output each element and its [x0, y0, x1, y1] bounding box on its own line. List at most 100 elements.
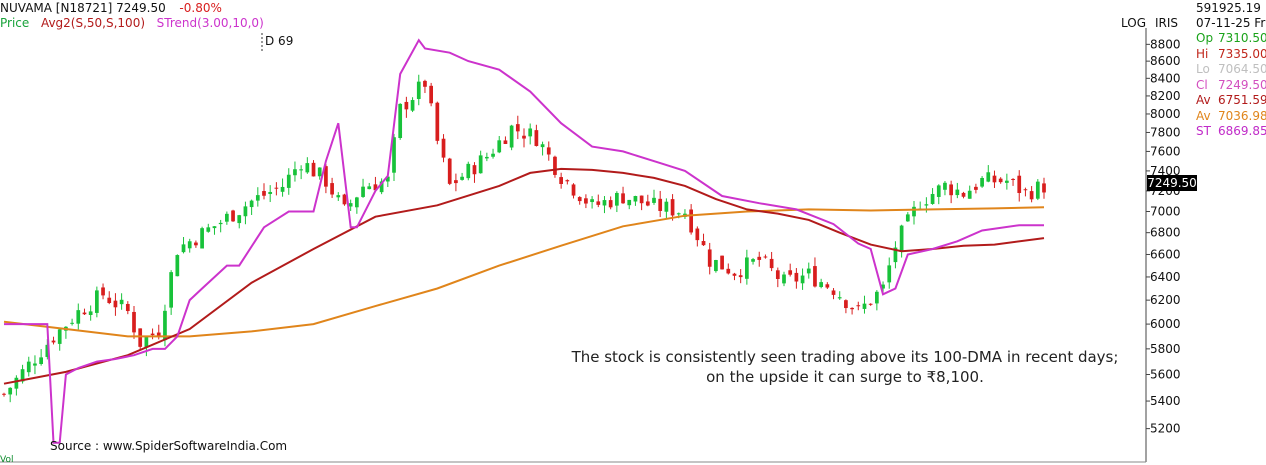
- candle-body: [905, 214, 910, 222]
- chart-annotation: The stock is consistently seen trading a…: [560, 347, 1130, 387]
- candle-body: [974, 186, 978, 190]
- iris-toggle[interactable]: IRIS: [1155, 16, 1179, 30]
- candle-body: [404, 101, 409, 110]
- candle-body: [107, 297, 112, 303]
- y-tick-label: 5600: [1150, 367, 1181, 381]
- candle-body: [237, 215, 242, 224]
- candle-body: [1035, 181, 1040, 199]
- source-credit: Source : www.SpiderSoftwareIndia.Com: [50, 439, 288, 453]
- candle-body: [763, 256, 768, 258]
- info-row-value: 7036.98: [1218, 108, 1266, 123]
- candle-body: [986, 172, 991, 182]
- candle-body: [379, 181, 384, 193]
- candle-body: [794, 272, 799, 282]
- last-price-text: 7249.50: [1147, 176, 1197, 190]
- candle-body: [949, 184, 953, 196]
- candle-body: [924, 204, 929, 206]
- candle-body: [39, 357, 43, 364]
- candle-body: [125, 303, 130, 312]
- candle-body: [163, 310, 167, 341]
- candle-body: [800, 275, 805, 284]
- candle-body: [936, 185, 941, 197]
- candle-body: [231, 210, 235, 222]
- candle-body: [881, 284, 885, 289]
- y-tick-label: 6000: [1150, 317, 1181, 331]
- candle-body: [472, 165, 477, 175]
- candle-body: [249, 200, 254, 208]
- candle-body: [738, 275, 743, 278]
- candle-body: [2, 393, 6, 395]
- candle-body: [608, 200, 613, 208]
- candle-body: [212, 226, 217, 229]
- y-tick-label: 7600: [1150, 144, 1181, 158]
- info-row-value: 7310.50: [1218, 31, 1266, 45]
- candle-body: [317, 167, 322, 177]
- legend-strend[interactable]: STrend(3.00,10,0): [156, 16, 264, 30]
- candle-series: [2, 74, 1046, 403]
- candle-body: [410, 100, 415, 111]
- candle-body: [392, 137, 396, 173]
- candle-body: [707, 249, 712, 267]
- candle-body: [76, 310, 81, 324]
- candle-body: [373, 184, 378, 191]
- candle-body: [757, 256, 762, 260]
- legend-avg[interactable]: Avg2(S,50,S,100): [40, 16, 146, 30]
- candle-body: [262, 191, 266, 196]
- candle-body: [998, 178, 1003, 183]
- candle-body: [658, 198, 663, 211]
- candle-body: [1017, 175, 1022, 194]
- candle-body: [769, 258, 774, 269]
- indicator-lines: [3, 38, 1045, 444]
- candle-body: [825, 284, 830, 288]
- candle-body: [887, 265, 892, 283]
- candle-body: [14, 377, 19, 389]
- legend-price[interactable]: Price: [0, 16, 30, 30]
- candle-body: [701, 241, 706, 246]
- candle-body: [144, 336, 149, 348]
- volume-label: Vol: [0, 455, 14, 465]
- candle-body: [225, 213, 229, 222]
- y-tick-label: 6400: [1150, 270, 1181, 284]
- candle-body: [150, 333, 155, 336]
- candle-body: [1029, 191, 1034, 200]
- candle-body: [961, 192, 966, 197]
- candle-body: [980, 177, 984, 187]
- info-row-av: Av 6751.59: [1196, 93, 1266, 107]
- candle-body: [819, 282, 823, 288]
- candle-body: [330, 183, 334, 195]
- candle-body: [875, 291, 879, 304]
- candle-body: [206, 227, 211, 232]
- candle-body: [862, 303, 867, 309]
- cursor-readout: D 69: [265, 34, 294, 48]
- candle-body: [621, 193, 625, 204]
- info-row-cl: Cl 7249.50: [1196, 78, 1266, 92]
- info-row-lo: Lo 7064.50: [1196, 62, 1266, 76]
- candle-body: [82, 312, 87, 315]
- candle-body: [1005, 180, 1009, 183]
- candle-body: [33, 363, 37, 366]
- info-row-value: 7335.00: [1218, 46, 1266, 61]
- candle-body: [930, 193, 935, 204]
- candle-body: [485, 156, 489, 159]
- candle-body: [652, 197, 656, 203]
- y-tick-label: 8200: [1150, 89, 1181, 103]
- info-row-label: ST: [1196, 124, 1211, 138]
- log-toggle[interactable]: LOG: [1121, 16, 1147, 30]
- candle-body: [645, 201, 650, 206]
- candle-body: [633, 196, 638, 202]
- candle-body: [416, 81, 421, 99]
- info-row-label: Av: [1196, 108, 1211, 123]
- candle-body: [955, 189, 960, 196]
- info-row-hi: Hi 7335.00: [1196, 47, 1266, 61]
- annotation-line-1: The stock is consistently seen trading a…: [571, 348, 1119, 366]
- candle-body: [745, 257, 749, 279]
- candle-body: [670, 199, 675, 216]
- candle-body: [57, 329, 62, 344]
- info-row-value: 6751.59: [1218, 93, 1266, 107]
- candle-body: [101, 287, 105, 296]
- y-tick-label: 6600: [1150, 247, 1181, 261]
- candle-body: [577, 197, 582, 202]
- candle-body: [435, 102, 440, 141]
